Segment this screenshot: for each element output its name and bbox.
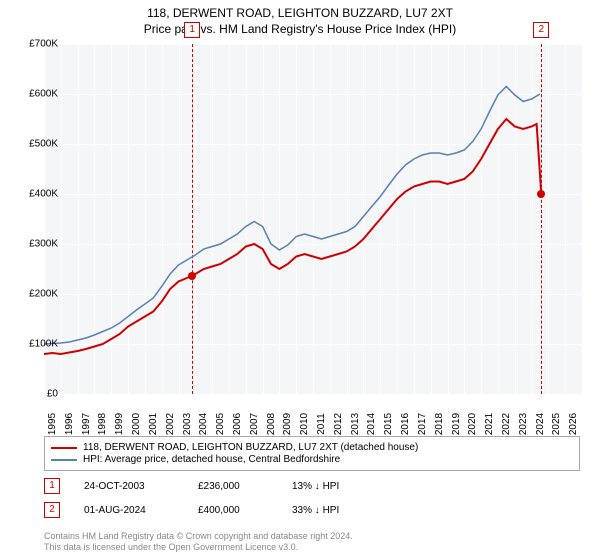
x-axis-label: 2000 xyxy=(131,413,142,435)
y-axis-label: £500K xyxy=(29,139,58,150)
event-row: 1 24-OCT-2003 £236,000 13% ↓ HPI xyxy=(44,478,372,494)
x-axis-label: 1997 xyxy=(81,413,92,435)
y-axis-label: £400K xyxy=(29,189,58,200)
y-axis-label: £700K xyxy=(29,39,58,50)
event-date: 01-AUG-2024 xyxy=(84,505,174,516)
x-axis-label: 2006 xyxy=(232,413,243,435)
x-axis-label: 2020 xyxy=(467,413,478,435)
x-axis-label: 1995 xyxy=(47,413,58,435)
event-number-box: 1 xyxy=(44,478,60,494)
chart-title: 118, DERWENT ROAD, LEIGHTON BUZZARD, LU7… xyxy=(0,6,600,20)
x-axis-label: 2025 xyxy=(551,413,562,435)
x-axis-label: 2002 xyxy=(165,413,176,435)
legend-swatch xyxy=(51,459,77,461)
x-axis-label: 2004 xyxy=(198,413,209,435)
footer-line: This data is licensed under the Open Gov… xyxy=(44,542,353,554)
x-axis-label: 2005 xyxy=(215,413,226,435)
event-flag-marker: 1 xyxy=(184,22,200,38)
legend-label: 118, DERWENT ROAD, LEIGHTON BUZZARD, LU7… xyxy=(83,442,418,453)
x-axis-label: 2026 xyxy=(568,413,579,435)
legend-swatch xyxy=(51,447,77,449)
event-dot-marker xyxy=(537,190,545,198)
x-axis-label: 2023 xyxy=(518,413,529,435)
y-axis-label: £0 xyxy=(47,389,58,400)
event-price: £236,000 xyxy=(198,481,268,492)
chart-subtitle: Price paid vs. HM Land Registry's House … xyxy=(0,22,600,36)
y-axis-label: £300K xyxy=(29,239,58,250)
footer-line: Contains HM Land Registry data © Crown c… xyxy=(44,531,353,543)
event-date: 24-OCT-2003 xyxy=(84,481,174,492)
x-axis-label: 1996 xyxy=(64,413,75,435)
series-line-hpi xyxy=(44,87,540,345)
x-axis-label: 2022 xyxy=(501,413,512,435)
x-axis-label: 2017 xyxy=(417,413,428,435)
x-axis-label: 2010 xyxy=(299,413,310,435)
y-axis-label: £600K xyxy=(29,89,58,100)
event-delta: 33% ↓ HPI xyxy=(292,505,372,516)
x-axis-label: 1999 xyxy=(114,413,125,435)
legend: 118, DERWENT ROAD, LEIGHTON BUZZARD, LU7… xyxy=(44,436,580,471)
x-axis-label: 2012 xyxy=(333,413,344,435)
x-axis-label: 2015 xyxy=(383,413,394,435)
chart-lines xyxy=(44,44,582,394)
x-axis-label: 2001 xyxy=(148,413,159,435)
legend-label: HPI: Average price, detached house, Cent… xyxy=(83,454,340,465)
x-axis-label: 2013 xyxy=(350,413,361,435)
x-axis-label: 2007 xyxy=(249,413,260,435)
series-line-property xyxy=(44,119,541,354)
legend-item: 118, DERWENT ROAD, LEIGHTON BUZZARD, LU7… xyxy=(51,442,573,453)
x-axis-label: 2008 xyxy=(266,413,277,435)
events-table: 1 24-OCT-2003 £236,000 13% ↓ HPI 2 01-AU… xyxy=(44,478,372,526)
event-dot-marker xyxy=(188,272,196,280)
event-delta: 13% ↓ HPI xyxy=(292,481,372,492)
x-axis-label: 2018 xyxy=(434,413,445,435)
event-row: 2 01-AUG-2024 £400,000 33% ↓ HPI xyxy=(44,502,372,518)
event-number-box: 2 xyxy=(44,502,60,518)
legend-item: HPI: Average price, detached house, Cent… xyxy=(51,454,573,465)
x-axis-label: 2024 xyxy=(535,413,546,435)
x-axis-label: 2011 xyxy=(316,413,327,435)
x-axis-label: 2009 xyxy=(282,413,293,435)
y-axis-label: £200K xyxy=(29,289,58,300)
footer-attribution: Contains HM Land Registry data © Crown c… xyxy=(44,531,353,554)
chart-header: 118, DERWENT ROAD, LEIGHTON BUZZARD, LU7… xyxy=(0,0,600,36)
x-axis-label: 2003 xyxy=(182,413,193,435)
event-price: £400,000 xyxy=(198,505,268,516)
x-axis-label: 2019 xyxy=(451,413,462,435)
chart-plot-area: 12 xyxy=(44,44,582,394)
x-axis-label: 1998 xyxy=(97,413,108,435)
y-axis-label: £100K xyxy=(29,339,58,350)
x-axis-label: 2016 xyxy=(400,413,411,435)
x-axis-label: 2014 xyxy=(366,413,377,435)
x-axis-label: 2021 xyxy=(484,413,495,435)
event-flag-marker: 2 xyxy=(533,22,549,38)
